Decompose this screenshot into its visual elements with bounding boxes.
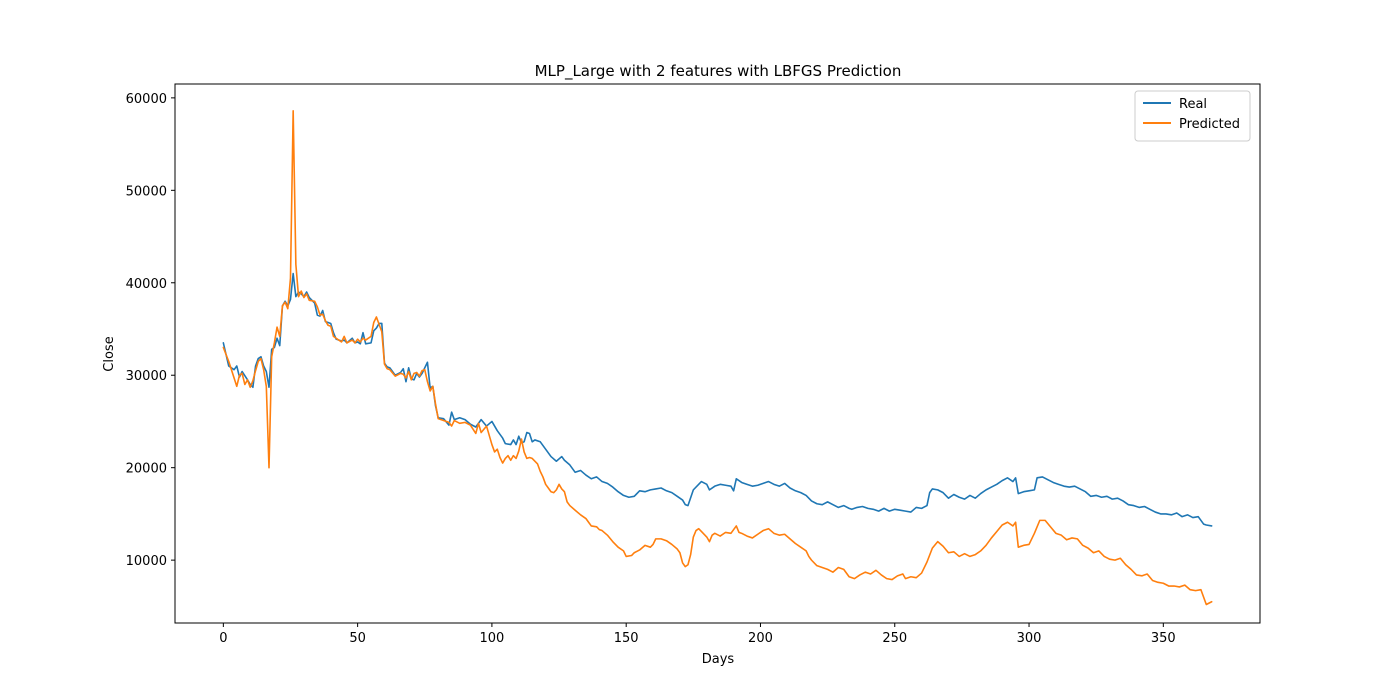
x-tick-label: 200	[748, 631, 773, 646]
x-tick-label: 300	[1017, 631, 1042, 646]
y-tick-label: 10000	[126, 554, 167, 569]
legend-label-predicted: Predicted	[1179, 117, 1240, 132]
x-tick-label: 100	[479, 631, 504, 646]
ticks-layer: 0 50 100 150 200 250 300 350 10000 20000 30000 4000…	[126, 92, 1176, 646]
x-tick-label: 350	[1151, 631, 1176, 646]
y-tick-label: 50000	[126, 184, 167, 199]
series-layer	[222, 110, 1213, 606]
x-tick-label: 50	[349, 631, 366, 646]
x-axis-label: Days	[702, 652, 735, 667]
y-tick-label: 30000	[126, 369, 167, 384]
plot-frame	[174, 83, 1261, 624]
legend: Real Predicted	[1134, 90, 1251, 142]
x-tick-label: 0	[219, 631, 227, 646]
y-tick-label: 20000	[126, 462, 167, 477]
x-tick-label: 250	[882, 631, 907, 646]
y-axis-label: Close	[102, 336, 117, 371]
y-tick-label: 60000	[126, 92, 167, 107]
y-tick-label: 40000	[126, 277, 167, 292]
x-tick-label: 150	[614, 631, 639, 646]
chart-title: MLP_Large with 2 features with LBFGS Pre…	[535, 62, 902, 81]
series-line-predicted	[222, 110, 1213, 606]
legend-label-real: Real	[1179, 97, 1207, 112]
